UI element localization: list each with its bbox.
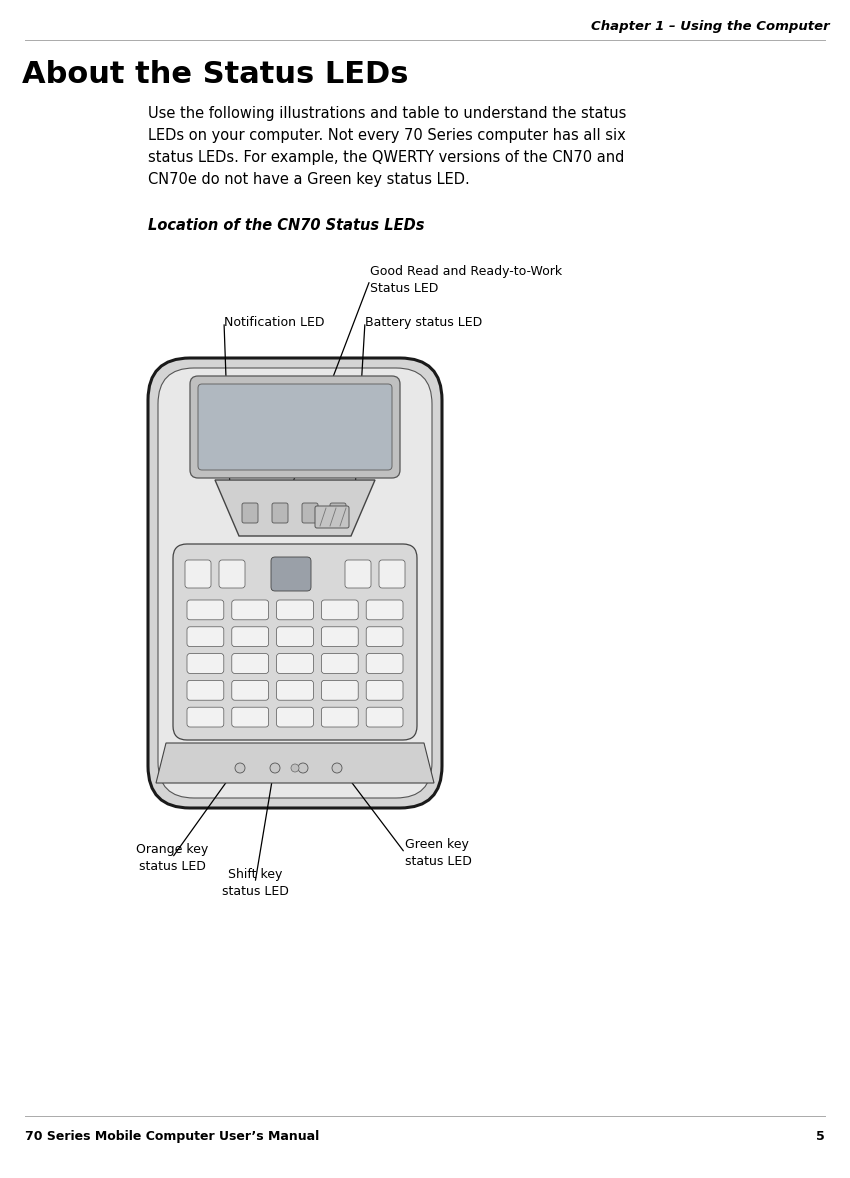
Text: 5: 5: [816, 1130, 825, 1143]
FancyBboxPatch shape: [366, 654, 403, 674]
FancyBboxPatch shape: [366, 707, 403, 727]
FancyBboxPatch shape: [366, 627, 403, 647]
Text: status LEDs. For example, the QWERTY versions of the CN70 and: status LEDs. For example, the QWERTY ver…: [148, 150, 625, 165]
FancyBboxPatch shape: [187, 681, 224, 700]
FancyBboxPatch shape: [187, 600, 224, 620]
FancyBboxPatch shape: [321, 627, 358, 647]
Circle shape: [270, 763, 280, 773]
Circle shape: [332, 763, 342, 773]
FancyBboxPatch shape: [321, 654, 358, 674]
FancyBboxPatch shape: [366, 681, 403, 700]
FancyBboxPatch shape: [272, 503, 288, 523]
FancyBboxPatch shape: [276, 707, 314, 727]
FancyBboxPatch shape: [187, 707, 224, 727]
FancyBboxPatch shape: [173, 544, 417, 740]
FancyBboxPatch shape: [232, 654, 269, 674]
FancyBboxPatch shape: [190, 376, 400, 478]
FancyBboxPatch shape: [366, 600, 403, 620]
Text: LEDs on your computer. Not every 70 Series computer has all six: LEDs on your computer. Not every 70 Seri…: [148, 128, 626, 143]
FancyBboxPatch shape: [321, 707, 358, 727]
FancyBboxPatch shape: [187, 627, 224, 647]
Text: About the Status LEDs: About the Status LEDs: [22, 60, 409, 90]
FancyBboxPatch shape: [276, 627, 314, 647]
Text: Location of the CN70 Status LEDs: Location of the CN70 Status LEDs: [148, 218, 424, 233]
FancyBboxPatch shape: [242, 503, 258, 523]
FancyBboxPatch shape: [345, 560, 371, 588]
FancyBboxPatch shape: [185, 560, 211, 588]
FancyBboxPatch shape: [379, 560, 405, 588]
FancyBboxPatch shape: [276, 600, 314, 620]
Text: Green key
status LED: Green key status LED: [405, 839, 472, 868]
FancyBboxPatch shape: [315, 507, 349, 528]
FancyBboxPatch shape: [321, 681, 358, 700]
FancyBboxPatch shape: [219, 560, 245, 588]
FancyBboxPatch shape: [276, 654, 314, 674]
Polygon shape: [156, 743, 434, 783]
Text: Good Read and Ready-to-Work
Status LED: Good Read and Ready-to-Work Status LED: [370, 265, 562, 294]
FancyBboxPatch shape: [198, 384, 392, 470]
Circle shape: [235, 763, 245, 773]
FancyBboxPatch shape: [302, 503, 318, 523]
Polygon shape: [215, 479, 375, 536]
Text: Orange key
status LED: Orange key status LED: [136, 843, 208, 873]
Text: Use the following illustrations and table to understand the status: Use the following illustrations and tabl…: [148, 106, 626, 121]
Text: Notification LED: Notification LED: [224, 316, 325, 329]
Text: CN70e do not have a Green key status LED.: CN70e do not have a Green key status LED…: [148, 172, 470, 187]
FancyBboxPatch shape: [232, 681, 269, 700]
FancyBboxPatch shape: [232, 627, 269, 647]
FancyBboxPatch shape: [330, 503, 346, 523]
Text: Chapter 1 – Using the Computer: Chapter 1 – Using the Computer: [592, 20, 830, 33]
FancyBboxPatch shape: [271, 557, 311, 591]
FancyBboxPatch shape: [148, 358, 442, 808]
FancyBboxPatch shape: [232, 600, 269, 620]
Circle shape: [291, 765, 299, 772]
Circle shape: [298, 763, 308, 773]
FancyBboxPatch shape: [276, 681, 314, 700]
FancyBboxPatch shape: [158, 368, 432, 798]
FancyBboxPatch shape: [232, 707, 269, 727]
Text: 70 Series Mobile Computer User’s Manual: 70 Series Mobile Computer User’s Manual: [25, 1130, 320, 1143]
FancyBboxPatch shape: [321, 600, 358, 620]
FancyBboxPatch shape: [187, 654, 224, 674]
Text: Shift key
status LED: Shift key status LED: [222, 868, 288, 898]
Text: Battery status LED: Battery status LED: [365, 316, 482, 329]
